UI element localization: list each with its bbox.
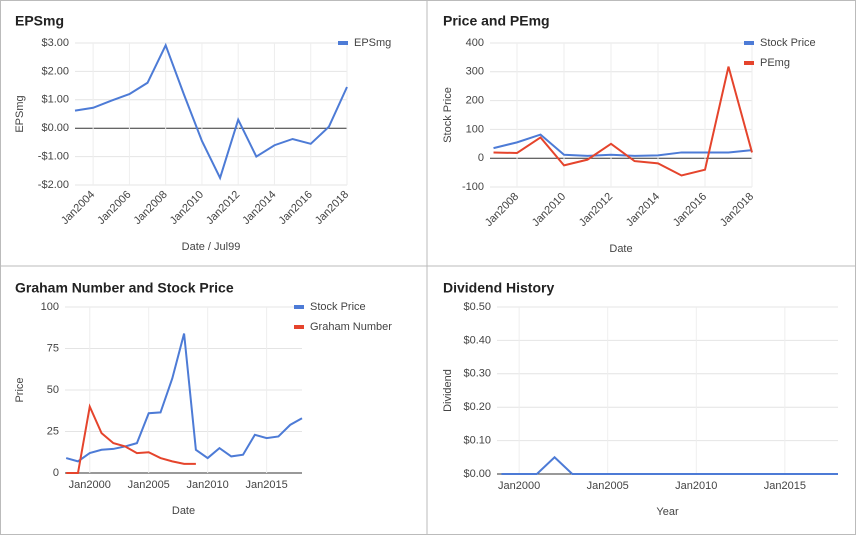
y-axis-title: Price — [14, 377, 26, 402]
x-axis-title: Year — [656, 506, 679, 518]
y-tick-label: $0.40 — [463, 334, 491, 346]
y-tick-label: $2.00 — [41, 65, 69, 77]
x-tick-label: Jan2018 — [313, 189, 351, 227]
x-axis-title: Date / Jul99 — [182, 241, 241, 253]
y-tick-label: $0.00 — [463, 468, 491, 480]
x-tick-label: Jan2008 — [132, 189, 170, 227]
legend-swatch — [294, 325, 304, 329]
series-line — [74, 42, 348, 181]
legend-label: PEmg — [760, 57, 790, 69]
y-axis-title: Dividend — [442, 369, 454, 412]
x-axis-title: Date — [609, 243, 632, 255]
legend-swatch — [338, 41, 348, 45]
chart-panel: Graham Number and Stock Price1007550250J… — [14, 280, 392, 517]
y-tick-label: $0.10 — [463, 435, 491, 447]
x-tick-label: Jan2006 — [95, 189, 133, 227]
x-tick-label: Jan2015 — [246, 479, 288, 491]
y-tick-label: $0.00 — [41, 122, 69, 134]
series-line — [66, 403, 196, 474]
x-tick-label: Jan2014 — [240, 189, 278, 227]
x-tick-label: Jan2004 — [59, 189, 97, 227]
legend-label: EPSmg — [354, 37, 391, 49]
y-tick-label: $3.00 — [41, 37, 69, 49]
x-tick-label: Jan2005 — [128, 479, 170, 491]
chart-panel: Dividend History $0.50 $0.40 $0.30 $0.20 $0.1… — [442, 280, 838, 518]
x-tick-label: Jan2018 — [718, 191, 756, 229]
series-line — [501, 455, 838, 475]
y-tick-label: 300 — [466, 66, 484, 78]
x-axis-title: Date — [172, 505, 195, 517]
chart-panel: EPSmg$3.00$2.00$1.00$0.00-$1.00-$2.00Jan… — [14, 13, 391, 253]
chart-title: Graham Number and Stock Price — [15, 280, 234, 296]
legend-swatch — [744, 41, 754, 45]
y-tick-label: 100 — [466, 123, 484, 135]
y-tick-label: $0.20 — [463, 401, 491, 413]
y-tick-label: $0.50 — [463, 301, 491, 313]
x-tick-label: Jan2012 — [577, 191, 615, 229]
chart-title: Dividend History — [443, 280, 554, 296]
y-tick-label: 400 — [466, 37, 484, 49]
y-tick-label: $0.30 — [463, 368, 491, 380]
legend-swatch — [744, 61, 754, 65]
series-line — [493, 66, 753, 177]
x-tick-label: Jan2014 — [624, 191, 662, 229]
x-tick-label: Jan2000 — [69, 479, 111, 491]
x-tick-label: Jan2016 — [671, 191, 709, 229]
legend-label: Stock Price — [760, 37, 816, 49]
y-tick-label: -$1.00 — [38, 151, 69, 163]
y-tick-label: 200 — [466, 95, 484, 107]
chart-title: EPSmg — [15, 13, 64, 29]
legend-swatch — [294, 305, 304, 309]
series-line — [65, 333, 303, 463]
y-axis-title: Stock Price — [442, 87, 454, 143]
legend-label: Graham Number — [310, 321, 392, 333]
x-tick-label: Jan2010 — [168, 189, 206, 227]
y-tick-label: 25 — [47, 425, 59, 437]
y-tick-label: 100 — [41, 301, 59, 313]
y-tick-label: -100 — [462, 181, 484, 193]
y-tick-label: $1.00 — [41, 94, 69, 106]
y-axis-title: EPSmg — [14, 95, 26, 132]
x-tick-label: Jan2016 — [277, 189, 315, 227]
chart-title: Price and PEmg — [443, 13, 550, 29]
y-tick-label: 75 — [47, 342, 59, 354]
x-tick-label: Jan2008 — [483, 191, 521, 229]
y-tick-label: 50 — [47, 384, 59, 396]
x-tick-label: Jan2010 — [187, 479, 229, 491]
y-tick-label: 0 — [53, 467, 59, 479]
x-tick-label: Jan2010 — [675, 480, 717, 492]
y-tick-label: 0 — [478, 152, 484, 164]
x-tick-label: Jan2015 — [764, 480, 806, 492]
legend-label: Stock Price — [310, 301, 366, 313]
x-tick-label: Jan2012 — [204, 189, 242, 227]
x-tick-label: Jan2010 — [530, 191, 568, 229]
x-tick-label: Jan2005 — [587, 480, 629, 492]
y-tick-label: -$2.00 — [38, 179, 69, 191]
x-tick-label: Jan2000 — [498, 480, 540, 492]
